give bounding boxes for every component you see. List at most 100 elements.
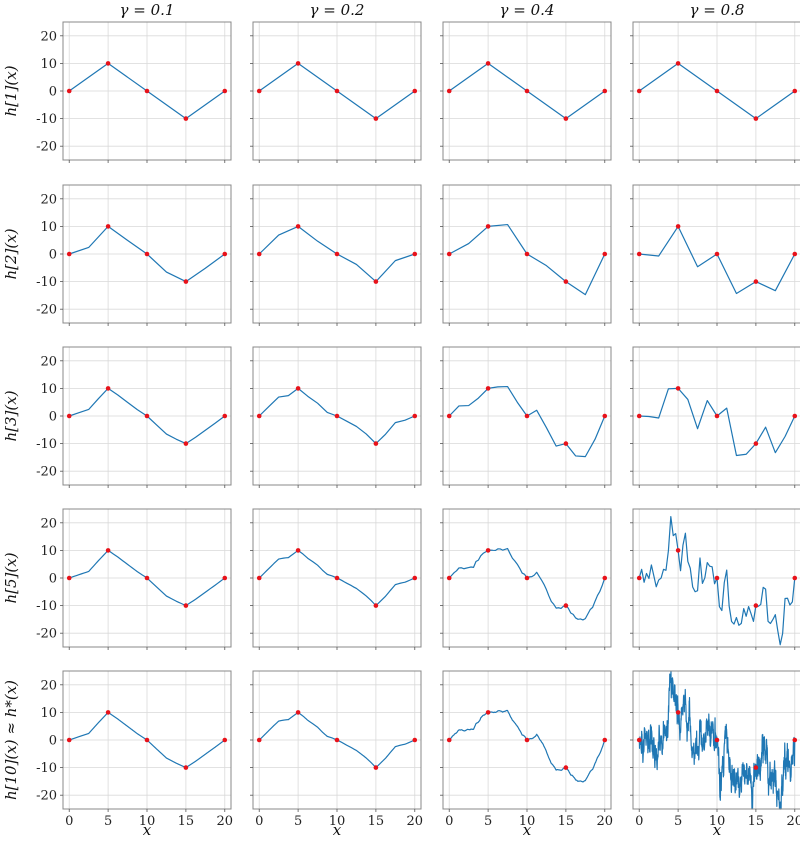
anchor-point — [792, 88, 798, 94]
anchor-point — [295, 386, 301, 391]
subplot-r3-c2 — [250, 346, 422, 488]
y-tick-label: 10 — [40, 57, 57, 72]
anchor-point — [602, 251, 608, 257]
anchor-point — [563, 765, 569, 770]
anchor-point — [714, 413, 720, 419]
y-tick-label: 20 — [40, 516, 57, 531]
x-tick-label: 5 — [674, 814, 682, 829]
anchor-point — [485, 710, 491, 715]
anchor-point — [66, 575, 72, 581]
anchor-point — [373, 603, 379, 608]
x-tick-label: 0 — [635, 814, 643, 829]
subplot-r1-c3: γ = 0.4 — [440, 1, 612, 163]
anchor-point — [675, 386, 681, 391]
anchor-point — [675, 224, 681, 229]
subplot-r2-c1: -20 -10 0 10 20 h[2](x) — [2, 184, 232, 326]
anchor-point — [66, 251, 72, 257]
anchor-point — [792, 737, 798, 743]
anchor-point — [373, 279, 379, 284]
x-axis-label: x — [523, 821, 532, 839]
y-tick-label: -20 — [36, 303, 57, 318]
x-tick-label: 15 — [178, 814, 195, 829]
anchor-point — [636, 737, 642, 743]
y-tick-label: -20 — [36, 465, 57, 480]
y-tick-label: 0 — [49, 410, 57, 425]
anchor-point — [485, 61, 491, 66]
anchor-point — [222, 413, 228, 419]
x-tick-label: 15 — [368, 814, 385, 829]
anchor-point — [105, 548, 111, 553]
anchor-point — [295, 61, 301, 66]
subplot-r5-c4: 0 5 10 15 20 x — [630, 670, 800, 839]
anchor-point — [144, 88, 150, 94]
column-title: γ = 0.1 — [120, 1, 175, 19]
anchor-point — [105, 61, 111, 66]
anchor-point — [183, 603, 189, 608]
anchor-point — [792, 413, 798, 419]
column-title: γ = 0.4 — [500, 1, 555, 19]
anchor-point — [792, 575, 798, 581]
anchor-point — [222, 737, 228, 743]
anchor-point — [183, 765, 189, 770]
subplot-r1-c2: γ = 0.2 — [250, 1, 422, 163]
y-tick-label: 0 — [49, 248, 57, 263]
anchor-point — [412, 575, 418, 581]
anchor-point — [412, 413, 418, 419]
x-tick-label: 10 — [329, 814, 346, 829]
y-axis-label: h[2](x) — [2, 228, 20, 279]
anchor-point — [373, 765, 379, 770]
subplot-r4-c1: -20 -10 0 10 20 h[5](x) — [2, 508, 232, 650]
y-tick-label: 20 — [40, 354, 57, 369]
y-tick-label: 10 — [40, 706, 57, 721]
anchor-point — [334, 88, 340, 94]
anchor-point — [753, 116, 759, 121]
anchor-point — [602, 575, 608, 581]
anchor-point — [446, 575, 452, 581]
anchor-point — [753, 765, 759, 770]
y-tick-label: -10 — [36, 112, 57, 127]
x-tick-label: 15 — [748, 814, 765, 829]
x-tick-label: 0 — [445, 814, 453, 829]
anchor-point — [105, 224, 111, 229]
anchor-point — [373, 116, 379, 121]
anchor-point — [636, 88, 642, 94]
subplot-r2-c4 — [630, 184, 800, 326]
anchor-point — [675, 61, 681, 66]
y-axis-label: h[3](x) — [2, 390, 20, 441]
x-tick-label: 10 — [709, 814, 726, 829]
anchor-point — [373, 441, 379, 446]
anchor-point — [485, 386, 491, 391]
anchor-point — [446, 251, 452, 257]
anchor-point — [524, 575, 530, 581]
anchor-point — [524, 413, 530, 419]
anchor-point — [412, 737, 418, 743]
anchor-point — [144, 413, 150, 419]
y-tick-label: -20 — [36, 789, 57, 804]
x-tick-label: 20 — [217, 814, 234, 829]
anchor-point — [446, 737, 452, 743]
y-axis-label: h[10](x) ≈ h*(x) — [2, 680, 20, 800]
anchor-point — [446, 413, 452, 419]
anchor-point — [675, 548, 681, 553]
anchor-point — [753, 441, 759, 446]
subplot-r1-c1: -20 -10 0 10 20 γ = 0.1 h[1](x) — [2, 1, 232, 163]
anchor-point — [105, 710, 111, 715]
anchor-point — [636, 575, 642, 581]
anchor-point — [256, 413, 262, 419]
anchor-point — [144, 575, 150, 581]
anchor-point — [714, 251, 720, 257]
y-tick-label: 10 — [40, 544, 57, 559]
subplot-r5-c3: 0 5 10 15 20 x — [440, 670, 613, 839]
anchor-point — [485, 224, 491, 229]
y-axis-label: h[5](x) — [2, 552, 20, 603]
anchor-point — [524, 88, 530, 94]
anchor-point — [412, 251, 418, 257]
anchor-point — [334, 575, 340, 581]
subplot-r3-c1: -20 -10 0 10 20 h[3](x) — [2, 346, 232, 488]
anchor-point — [183, 279, 189, 284]
anchor-point — [222, 88, 228, 94]
anchor-point — [446, 88, 452, 94]
anchor-point — [524, 251, 530, 257]
y-tick-label: 10 — [40, 220, 57, 235]
